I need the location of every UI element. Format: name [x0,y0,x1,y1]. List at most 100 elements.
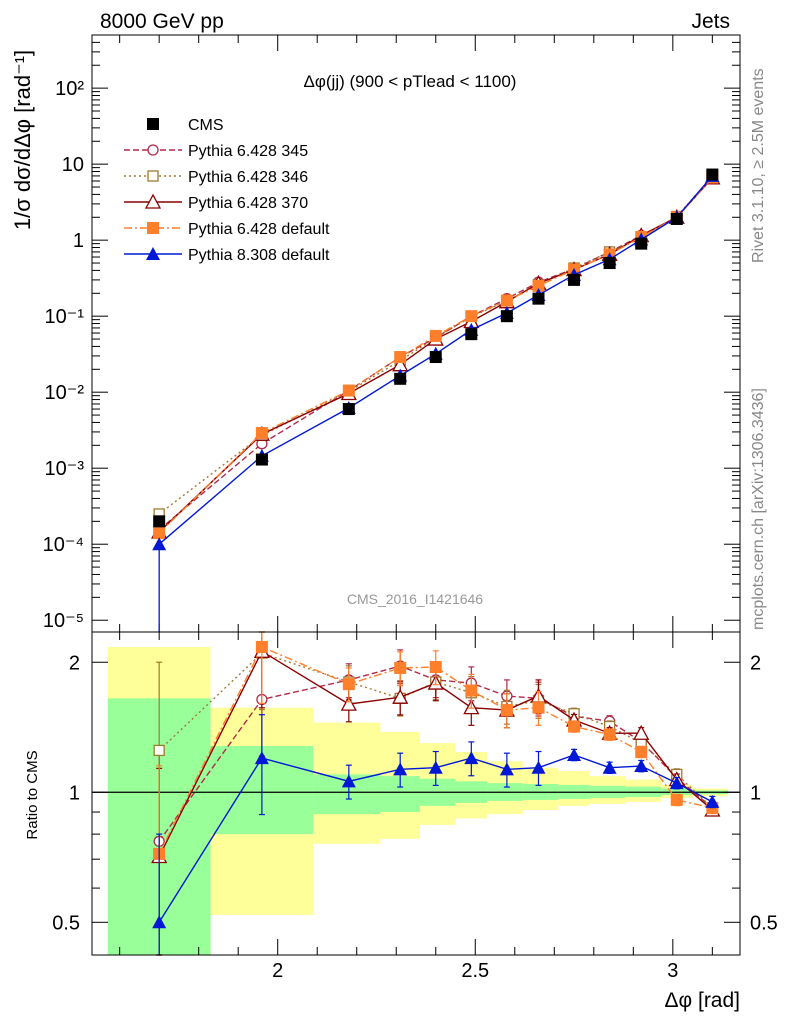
ratio-point [465,684,478,697]
legend-item: Pythia 6.428 default [124,221,330,238]
x-axis-label: Δφ [rad] [665,989,741,1012]
legend-marker [144,193,162,209]
legend-marker [147,118,159,130]
legend-marker [147,144,159,156]
ratio-point [634,759,649,773]
data-point [465,310,478,323]
ratio-point [393,762,408,776]
ratio-xtick-label: 2.5 [461,960,489,982]
ratio-point [635,745,648,758]
header-right: Jets [691,10,730,33]
data-point [255,427,268,440]
ratio-panel: 0.5 0.5 1 1 2 2 2 2.5 3 Ratio to CMS Δφ [rad] [24,631,778,1012]
main-ytick-label: 10² [55,78,84,100]
legend-label: CMS [188,117,224,134]
data-point [342,403,355,416]
ratio-frame [91,631,741,956]
ratio-point [392,688,409,704]
ratio-series-pythia-8-308-default [152,714,720,956]
ratio-xtick-label: 2 [272,960,283,982]
ratio-point [532,701,545,714]
ratio-ytick-label-right: 1 [750,782,761,804]
data-point [670,212,683,225]
legend-label: Pythia 6.428 345 [188,143,308,160]
ratio-ytick-label: 0.5 [52,912,80,934]
ratio-plot-area: 0.5 0.5 1 1 2 2 2 2.5 3 [52,631,778,982]
ratio-point [567,747,582,761]
data-point [394,351,407,364]
ratio-point [633,724,650,740]
ratio-point [669,776,684,790]
ratio-point [705,794,720,808]
ratio-point [531,760,546,774]
legend-label: Pythia 6.428 370 [188,195,308,212]
ratio-point [499,762,514,776]
plot-title: Δφ(jj) (900 < pTlead < 1100) [304,72,517,91]
data-point [255,453,268,466]
rivet-label: Rivet 3.1.10, ≥ 2.5M events [750,68,767,263]
data-point [152,537,167,551]
legend-item: Pythia 6.428 345 [124,143,308,160]
data-point [500,294,513,307]
ratio-xtick-label: 3 [667,960,678,982]
ratio-ylabel: Ratio to CMS [24,750,41,839]
ratio-point [464,751,479,765]
main-ytick-label: 10 [62,154,84,176]
legend-item: Pythia 6.428 370 [124,193,308,212]
ratio-point [254,751,269,765]
ratio-point [602,760,617,774]
ratio-point [152,915,167,929]
ratio-point [342,678,355,691]
ratio-ytick-label: 1 [69,782,80,804]
data-point [429,329,442,342]
ratio-point [670,793,683,806]
data-point [532,292,545,305]
ratio-point [340,695,357,711]
main-ylabel: 1/σ dσ/dΔφ [rad⁻¹] [10,50,35,230]
legend-marker [147,170,159,182]
ratio-point [603,728,616,741]
main-ytick-label: 10⁻¹ [45,306,85,328]
data-point [342,384,355,397]
main-panel: 10⁻⁵ 10⁻⁴ 10⁻³ 10⁻² 10⁻¹ 1 10 10² Δφ(jj) (900 <… [10,34,741,633]
data-point [603,257,616,270]
ratio-point [153,744,165,757]
data-point [532,279,545,292]
ratio-ytick-label: 2 [69,652,80,674]
ratio-ytick-label-right: 0.5 [750,912,778,934]
legend-marker [146,247,160,260]
ratio-point [568,720,581,733]
series-cms [153,168,719,528]
mcplots-label: mcplots.cern.ch [arXiv:1306.3436] [750,388,767,630]
ratio-point [394,661,407,674]
legend-item: Pythia 8.308 default [124,247,330,264]
ratio-point [500,704,513,717]
data-point [635,237,648,250]
legend-item: Pythia 6.428 346 [124,169,308,186]
main-ytick-label: 1 [73,230,84,252]
data-point [500,310,513,323]
data-point [394,372,407,385]
data-point [153,515,166,528]
ratio-point [341,774,356,788]
ratio-point [429,661,442,674]
main-ylabel-text: 1/σ dσ/dΔφ [rad⁻¹] [10,50,35,230]
data-point [568,273,581,286]
svg-text:1/σ dσ/dΔφ [rad⁻¹]: 1/σ dσ/dΔφ [rad⁻¹] [10,50,35,230]
main-ytick-label: 10⁻² [45,382,85,404]
data-point [153,527,166,540]
legend: CMS Pythia 6.428 345 Pythia 6.428 346 Pythi… [124,117,330,264]
data-point [465,328,478,341]
legend-label: Pythia 6.428 346 [188,169,308,186]
data-point [429,351,442,364]
legend-label: Pythia 6.428 default [188,221,330,238]
main-ytick-label: 10⁻⁴ [43,534,84,556]
main-ytick-label: 10⁻³ [45,458,85,480]
ratio-ytick-label-right: 2 [750,652,761,674]
legend-item: CMS [147,117,224,134]
main-plot-area: 10⁻⁵ 10⁻⁴ 10⁻³ 10⁻² 10⁻¹ 1 10 10² [43,34,740,632]
ratio-point [255,640,268,653]
analysis-id: CMS_2016_I1421646 [347,591,483,607]
legend-marker [147,222,159,234]
